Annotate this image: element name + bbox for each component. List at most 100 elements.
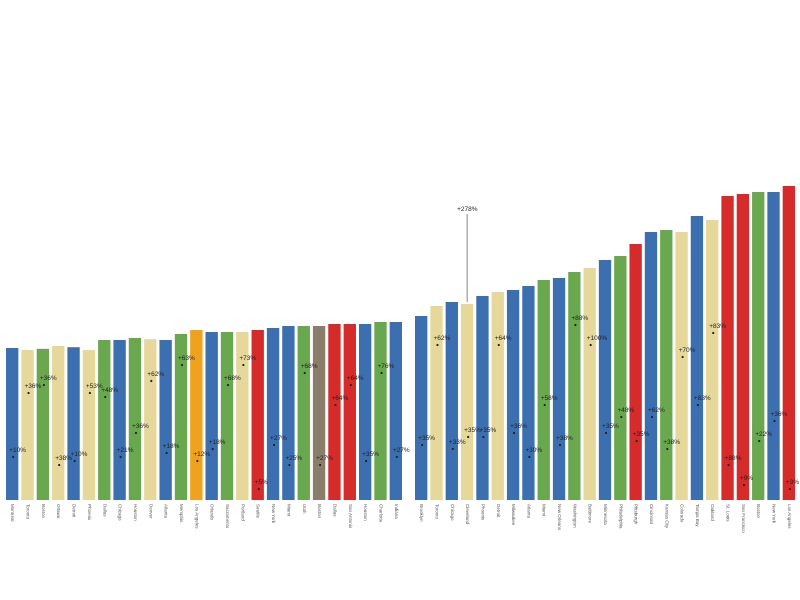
value-label-3: +36% <box>40 375 57 382</box>
category-labels-layer: Montreal Toronto Boston Ottawa Detroit Phoeni… <box>10 504 792 533</box>
value-marker-4 <box>58 463 61 467</box>
bars-layer <box>6 186 795 500</box>
value-label-15: +68% <box>224 375 241 382</box>
value-label-10: +62% <box>147 371 164 378</box>
category-label-21: Boston <box>317 504 322 519</box>
value-marker-23 <box>349 383 352 387</box>
value-label-27: +35% <box>418 435 435 442</box>
value-label-49: +22% <box>755 431 772 438</box>
bar-23 <box>343 324 356 500</box>
bar-36 <box>552 278 566 500</box>
value-label-30: +35% <box>464 427 481 434</box>
value-marker-42 <box>650 415 654 419</box>
value-marker-18 <box>272 443 276 447</box>
value-label-5: +10% <box>71 451 88 458</box>
value-label-43: +38% <box>663 439 680 446</box>
bar-12 <box>174 334 188 500</box>
category-label-18: New York <box>271 504 276 524</box>
value-marker-29 <box>451 447 454 451</box>
category-label-17: Seattle <box>256 504 261 519</box>
category-label-15: Sacramento <box>225 504 230 529</box>
value-label-16: +73% <box>239 355 256 362</box>
category-label-44: Colorado <box>680 504 685 523</box>
bar-41 <box>629 244 642 500</box>
category-label-1: Montreal <box>10 504 15 522</box>
value-label-14: +18% <box>209 439 226 446</box>
value-label-44: +70% <box>679 347 696 354</box>
value-label-41: +35% <box>633 431 650 438</box>
value-labels-layer: +10%+36%+36%+38%+10%+53%+48%+21%+36%+62%… <box>9 315 799 491</box>
value-label-42: +62% <box>648 407 665 414</box>
value-marker-15 <box>226 383 230 387</box>
value-label-51: +3% <box>786 479 799 486</box>
category-label-47: St. Louis <box>726 504 731 522</box>
value-marker-12 <box>180 363 184 367</box>
category-label-7: Dallas <box>102 504 107 517</box>
value-marker-46 <box>712 331 715 335</box>
category-label-2: Toronto <box>26 504 31 520</box>
value-label-4: +38% <box>55 455 72 462</box>
bar-15 <box>220 332 234 500</box>
value-label-36: +38% <box>556 435 573 442</box>
value-label-21: +27% <box>316 455 333 462</box>
value-marker-38 <box>589 343 592 347</box>
bar-4 <box>52 346 65 500</box>
bar-31 <box>476 296 489 500</box>
category-label-3: Boston <box>41 504 46 519</box>
bar-13 <box>190 330 203 500</box>
value-label-40: +48% <box>617 407 634 414</box>
bar-17 <box>251 330 264 500</box>
value-marker-6 <box>88 391 91 395</box>
bar-14 <box>205 332 218 500</box>
bar-50 <box>767 192 780 500</box>
category-label-37: Washington <box>572 504 577 528</box>
category-label-50: New York <box>772 504 777 524</box>
category-label-16: Portland <box>240 504 245 521</box>
value-marker-44 <box>681 355 684 359</box>
category-label-9: Houston <box>133 504 138 521</box>
bar-19 <box>282 326 295 500</box>
value-marker-2 <box>27 391 30 395</box>
bar-22 <box>328 324 341 500</box>
bar-25 <box>374 322 387 500</box>
category-label-36: New Orleans <box>557 504 562 531</box>
value-label-46: +83% <box>709 323 726 330</box>
value-label-7: +48% <box>101 387 118 394</box>
category-label-5: Detroit <box>72 504 77 518</box>
category-label-23: San Antonio <box>348 504 353 529</box>
category-label-45: Tampa Bay <box>695 504 700 527</box>
bar-6 <box>82 350 96 500</box>
bar-43 <box>660 230 673 500</box>
value-marker-13 <box>196 459 199 463</box>
value-marker-36 <box>558 443 562 447</box>
category-label-46: Oakland <box>710 504 715 521</box>
value-label-2: +36% <box>25 383 42 390</box>
value-marker-5 <box>73 459 76 463</box>
value-marker-22 <box>334 403 337 407</box>
value-label-25: +76% <box>377 363 394 370</box>
bar-10 <box>144 339 157 500</box>
value-label-50: +36% <box>771 411 788 418</box>
bar-16 <box>236 332 249 500</box>
value-label-17: +5% <box>255 479 268 486</box>
category-label-28: Toronto <box>434 504 439 520</box>
value-label-24: +35% <box>362 451 379 458</box>
bar-28 <box>430 306 443 500</box>
callout-layer: +278% <box>457 206 478 302</box>
bar-21 <box>312 326 326 500</box>
value-marker-48 <box>742 483 745 487</box>
value-label-8: +21% <box>117 447 134 454</box>
category-label-24: Houston <box>363 504 368 521</box>
bar-35 <box>537 280 550 500</box>
category-label-10: Denver <box>148 504 153 519</box>
category-label-31: Phoenix <box>480 504 485 521</box>
value-marker-31 <box>482 435 485 439</box>
value-marker-50 <box>773 419 776 423</box>
bar-46 <box>706 220 719 500</box>
value-marker-21 <box>319 463 322 467</box>
category-label-34: Atlanta <box>526 504 531 519</box>
value-label-19: +25% <box>285 455 302 462</box>
category-label-26: Indiana <box>394 504 399 519</box>
